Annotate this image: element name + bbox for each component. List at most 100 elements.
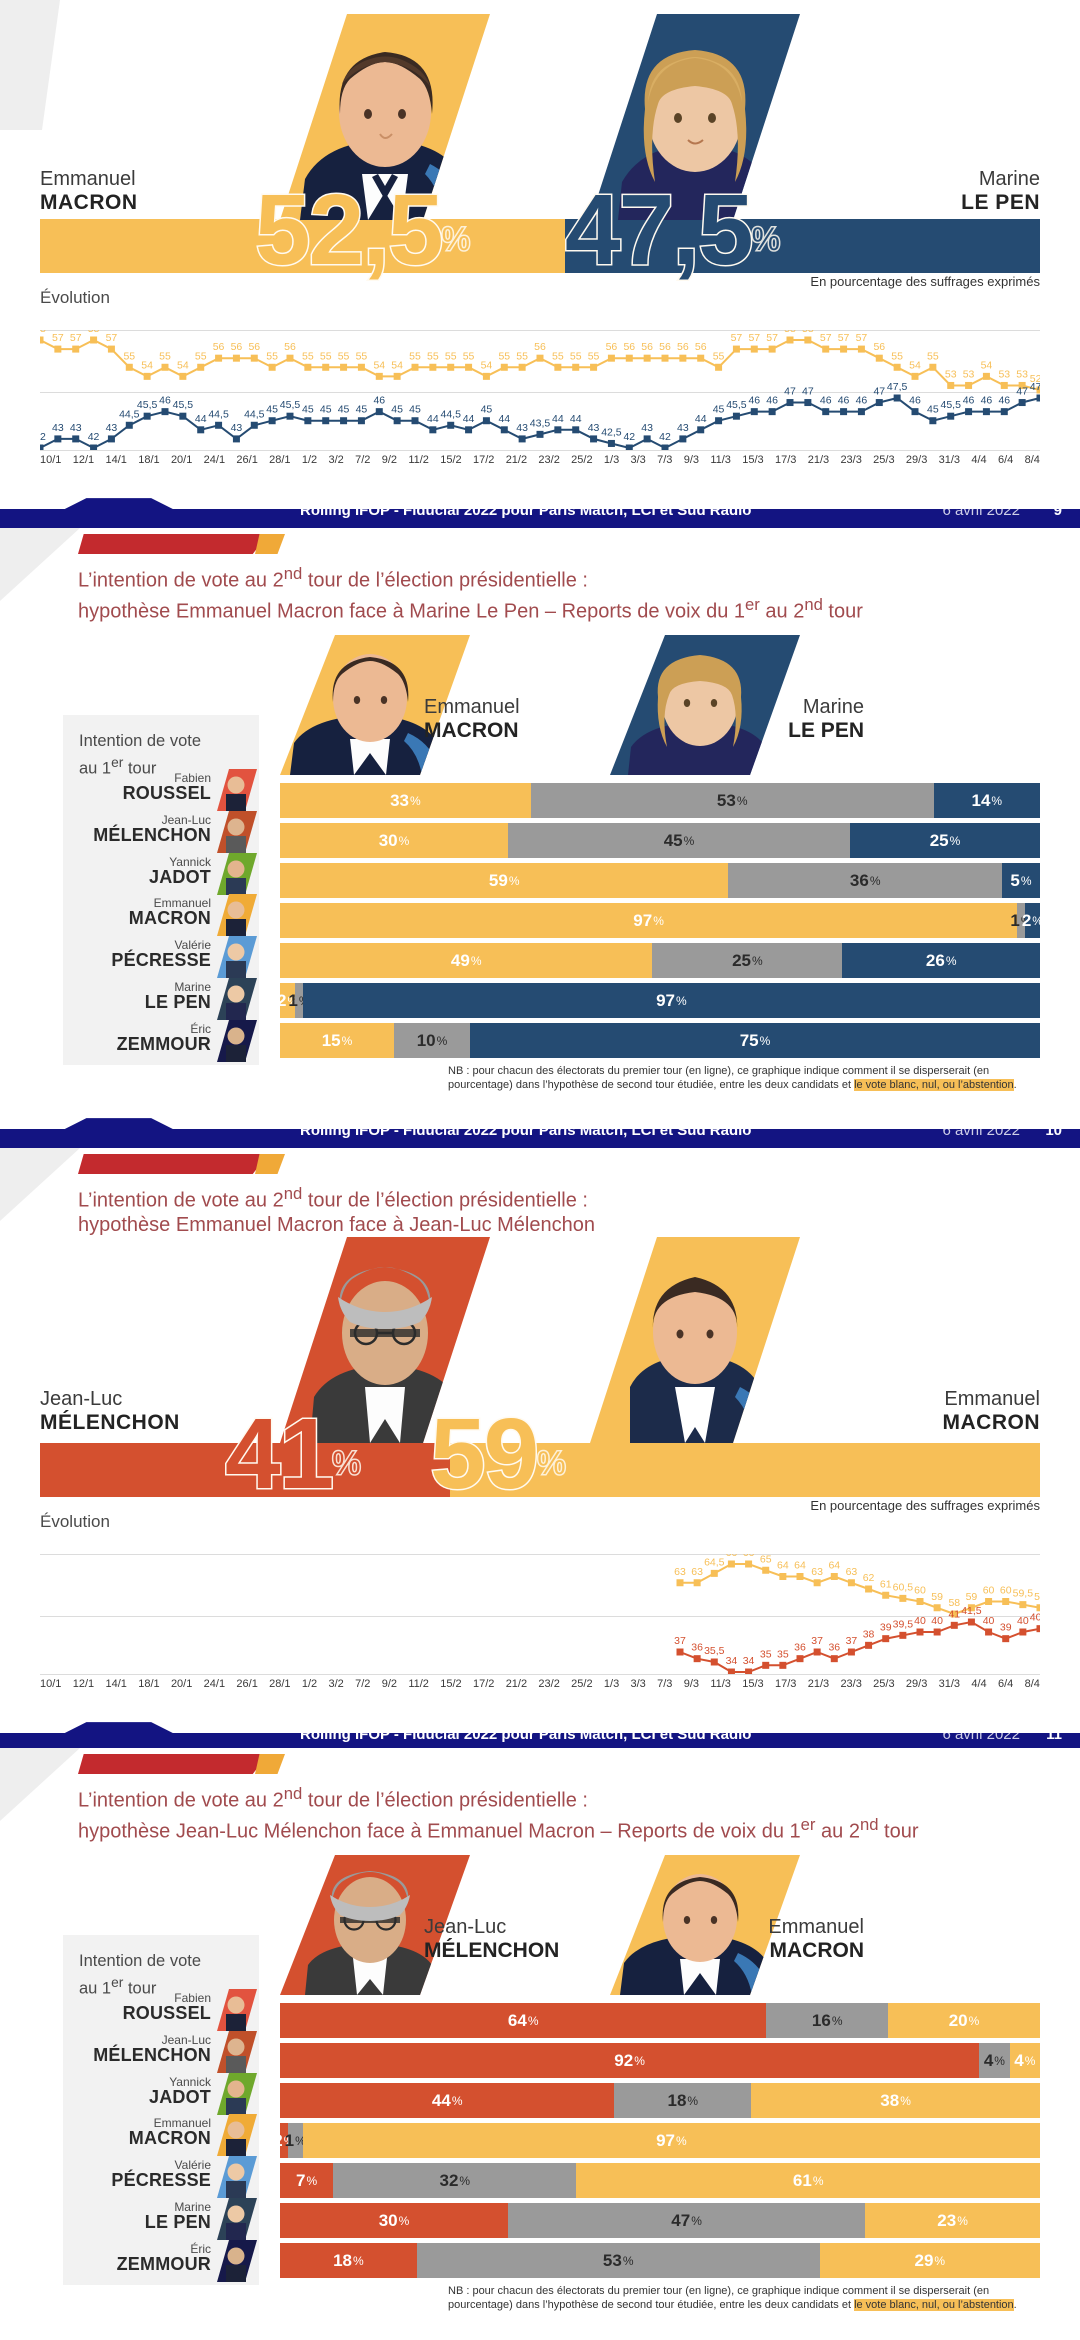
svg-text:55: 55 (570, 350, 582, 362)
svg-text:55: 55 (195, 350, 207, 362)
svg-text:54: 54 (177, 359, 189, 371)
svg-text:46: 46 (766, 395, 778, 407)
svg-text:47: 47 (802, 386, 814, 398)
svg-text:37: 37 (674, 1635, 686, 1647)
svg-text:57: 57 (748, 332, 760, 344)
svg-text:58: 58 (88, 330, 100, 335)
svg-text:47,5: 47,5 (887, 381, 908, 393)
svg-text:45: 45 (266, 404, 278, 416)
svg-text:60: 60 (1000, 1585, 1012, 1597)
svg-text:46: 46 (748, 395, 760, 407)
svg-text:55: 55 (123, 350, 135, 362)
svg-text:60,5: 60,5 (893, 1581, 914, 1593)
svg-text:54: 54 (391, 359, 403, 371)
svg-text:46: 46 (981, 395, 993, 407)
svg-text:56: 56 (695, 341, 707, 353)
svg-text:55: 55 (498, 350, 510, 362)
svg-text:34: 34 (726, 1655, 738, 1667)
svg-text:55: 55 (356, 350, 368, 362)
svg-text:55: 55 (427, 350, 439, 362)
svg-text:56: 56 (659, 341, 671, 353)
svg-text:60: 60 (983, 1585, 995, 1597)
svg-text:56: 56 (641, 341, 653, 353)
svg-text:46: 46 (856, 395, 868, 407)
svg-text:42: 42 (623, 431, 635, 443)
svg-text:63: 63 (674, 1566, 686, 1578)
svg-text:45: 45 (409, 404, 421, 416)
svg-text:47,5: 47,5 (1030, 381, 1040, 393)
svg-text:43,5: 43,5 (530, 417, 551, 429)
svg-text:43: 43 (677, 422, 689, 434)
svg-text:43: 43 (106, 422, 118, 434)
svg-text:45,5: 45,5 (137, 399, 158, 411)
svg-text:54: 54 (981, 359, 993, 371)
svg-text:44: 44 (498, 413, 510, 425)
svg-text:45: 45 (391, 404, 403, 416)
svg-text:45: 45 (302, 404, 314, 416)
svg-text:40: 40 (983, 1615, 995, 1627)
svg-text:64: 64 (777, 1560, 789, 1572)
svg-text:57: 57 (731, 332, 743, 344)
svg-text:46: 46 (998, 395, 1010, 407)
svg-text:57: 57 (838, 332, 850, 344)
svg-text:44: 44 (695, 413, 707, 425)
svg-text:45: 45 (927, 404, 939, 416)
svg-text:42: 42 (659, 431, 671, 443)
svg-text:45: 45 (320, 404, 332, 416)
svg-text:64: 64 (794, 1560, 806, 1572)
svg-text:57: 57 (766, 332, 778, 344)
svg-text:54: 54 (481, 359, 493, 371)
svg-text:35: 35 (777, 1648, 789, 1660)
svg-text:40: 40 (931, 1615, 943, 1627)
svg-text:57: 57 (856, 332, 868, 344)
svg-text:46: 46 (820, 395, 832, 407)
svg-text:54: 54 (373, 359, 385, 371)
svg-text:39,5: 39,5 (893, 1618, 914, 1630)
svg-text:62: 62 (863, 1572, 875, 1584)
svg-text:45,5: 45,5 (726, 399, 747, 411)
svg-text:41: 41 (948, 1608, 960, 1620)
svg-text:47: 47 (873, 386, 885, 398)
svg-text:44,5: 44,5 (208, 408, 229, 420)
svg-text:55: 55 (338, 350, 350, 362)
svg-text:45: 45 (481, 404, 493, 416)
svg-text:55: 55 (302, 350, 314, 362)
svg-text:63: 63 (691, 1566, 703, 1578)
svg-text:35,5: 35,5 (704, 1645, 725, 1657)
svg-text:43: 43 (231, 422, 243, 434)
svg-text:46: 46 (909, 395, 921, 407)
svg-text:45: 45 (356, 404, 368, 416)
svg-text:39: 39 (1000, 1622, 1012, 1634)
svg-text:44: 44 (427, 413, 439, 425)
svg-text:55: 55 (713, 350, 725, 362)
svg-text:59,5: 59,5 (1013, 1588, 1034, 1600)
svg-text:58: 58 (802, 330, 814, 335)
svg-text:55: 55 (552, 350, 564, 362)
svg-text:36: 36 (794, 1642, 806, 1654)
svg-text:45: 45 (713, 404, 725, 416)
svg-text:43: 43 (516, 422, 528, 434)
svg-text:56: 56 (534, 341, 546, 353)
svg-text:42: 42 (88, 431, 100, 443)
svg-text:55: 55 (266, 350, 278, 362)
svg-text:44: 44 (195, 413, 207, 425)
svg-text:56: 56 (623, 341, 635, 353)
svg-text:44: 44 (463, 413, 475, 425)
svg-text:55: 55 (516, 350, 528, 362)
svg-text:41,5: 41,5 (961, 1605, 982, 1617)
svg-text:40: 40 (1017, 1615, 1029, 1627)
svg-text:46: 46 (963, 395, 975, 407)
svg-text:36: 36 (691, 1642, 703, 1654)
svg-text:44: 44 (552, 413, 564, 425)
svg-text:57: 57 (106, 332, 118, 344)
svg-text:65: 65 (760, 1554, 772, 1565)
svg-text:56: 56 (873, 341, 885, 353)
svg-text:56: 56 (677, 341, 689, 353)
svg-text:58: 58 (948, 1597, 960, 1609)
svg-text:64,5: 64,5 (704, 1556, 725, 1568)
svg-text:42: 42 (40, 431, 46, 443)
svg-text:57: 57 (70, 332, 82, 344)
svg-text:53: 53 (945, 368, 957, 380)
svg-text:58: 58 (784, 330, 796, 335)
svg-text:46: 46 (373, 395, 385, 407)
